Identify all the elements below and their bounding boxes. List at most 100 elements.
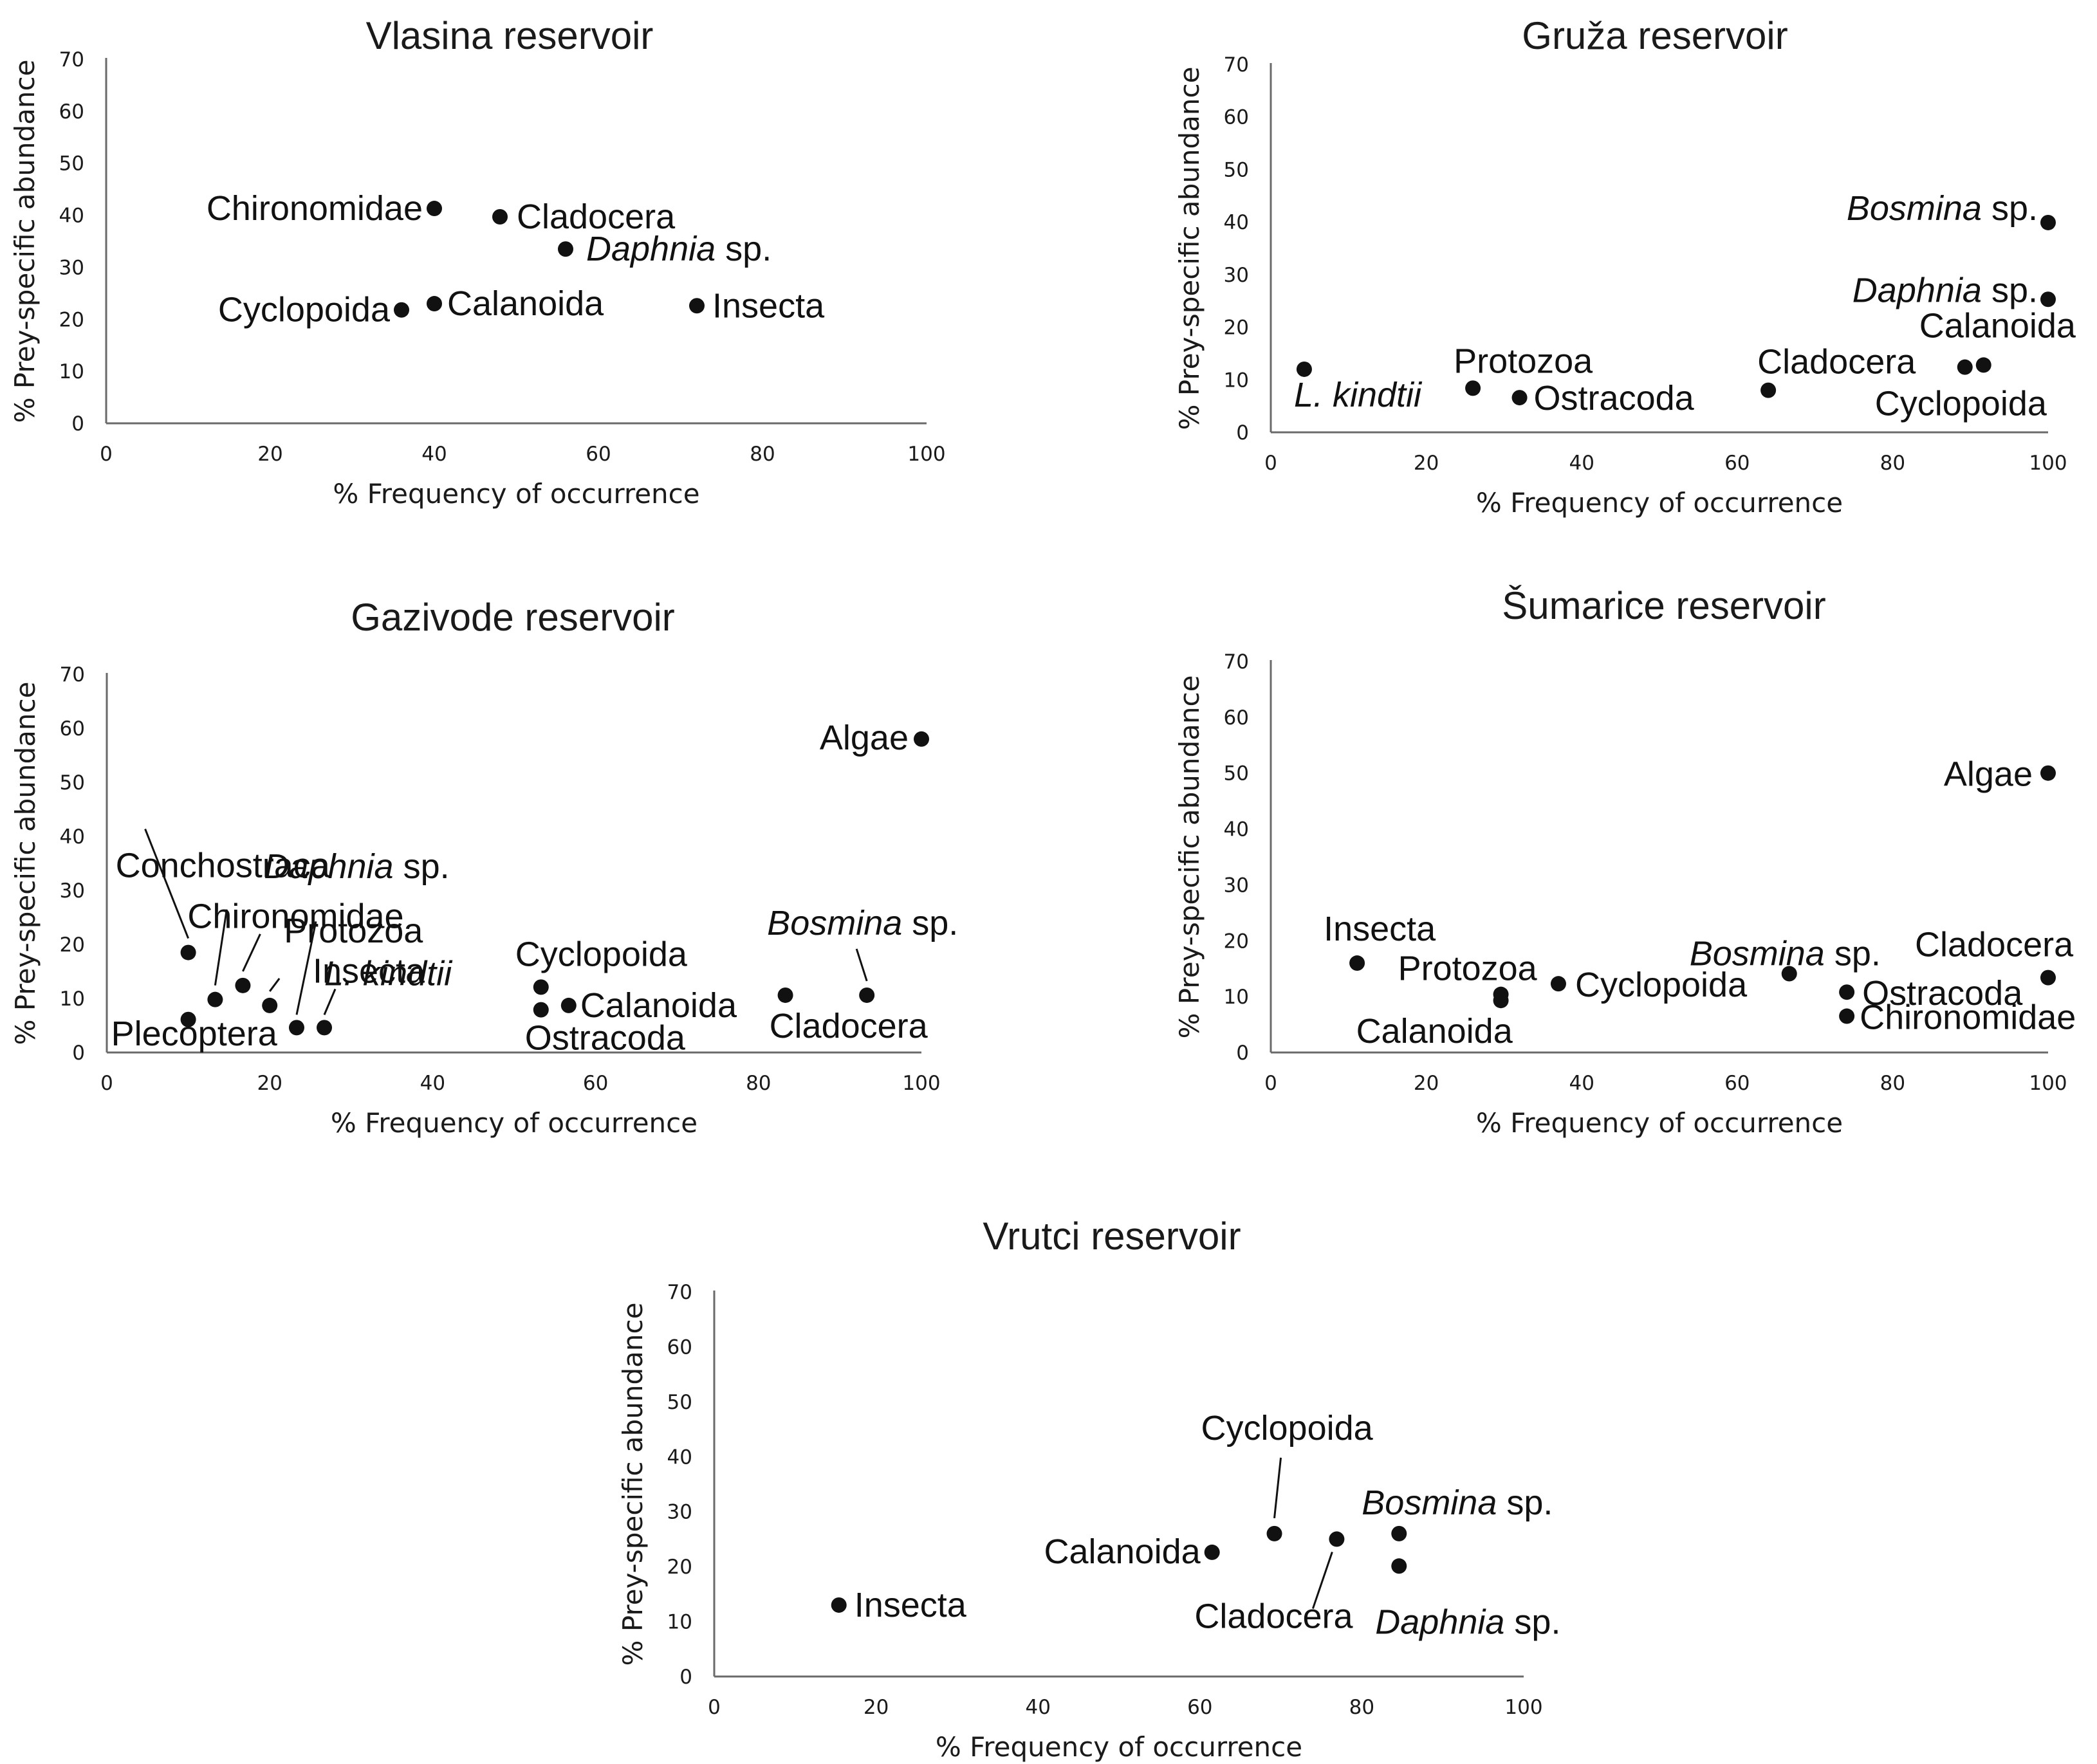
x-tick-label: 20 xyxy=(1414,1072,1439,1095)
data-point-calanoida xyxy=(427,296,442,312)
y-tick-label: 70 xyxy=(1224,650,1249,674)
x-axis-title: % Frequency of occurrence xyxy=(331,1107,697,1139)
point-label-calanoida: Calanoida xyxy=(447,284,604,323)
x-tick-label: 0 xyxy=(708,1696,721,1719)
y-tick-label: 60 xyxy=(60,717,85,740)
data-point-insecta xyxy=(288,1020,304,1036)
data-point-protozoa xyxy=(262,997,278,1013)
point-label-text: Calanoida xyxy=(1044,1532,1201,1571)
data-point-cyclopoida xyxy=(394,302,409,318)
data-point-daphnia-sp xyxy=(235,977,251,993)
point-label-text: Protozoa xyxy=(1454,342,1593,380)
y-tick-label: 20 xyxy=(1224,930,1249,953)
x-tick-label: 80 xyxy=(746,1072,771,1095)
y-tick-label: 10 xyxy=(59,360,84,383)
x-tick-label: 40 xyxy=(1025,1696,1050,1719)
point-label-text: Ostracoda xyxy=(1862,974,2023,1013)
point-label-text: sp. xyxy=(1982,189,2038,228)
point-label-text: Chironomidae xyxy=(207,189,423,228)
point-label-cladocera: Cladocera xyxy=(1915,926,2074,964)
point-label-cyclopoida: Cyclopoida xyxy=(515,935,688,973)
leader-line-insecta xyxy=(295,921,317,1015)
data-point-cladocera xyxy=(492,208,508,225)
y-tick-label: 40 xyxy=(60,825,85,849)
data-point-l-kindtii xyxy=(317,1020,333,1036)
point-label-text: Insecta xyxy=(712,286,825,325)
data-point-insecta xyxy=(831,1597,847,1613)
y-tick-label: 50 xyxy=(1224,158,1249,181)
data-point-chironomidae xyxy=(427,201,442,217)
y-tick-label: 60 xyxy=(1224,106,1249,129)
point-label-text: Ostracoda xyxy=(1534,379,1695,418)
chart-panel-vlasina: Vlasina reservoir 0 20 40 60 80 100 0 10 20 30 40 50… xyxy=(9,14,946,510)
y-tick-label: 60 xyxy=(1224,706,1249,730)
point-label-text: sp. xyxy=(1825,935,1881,973)
data-point-daphnia-sp xyxy=(558,241,573,257)
x-tick-label: 100 xyxy=(1504,1696,1542,1719)
point-label-text: Algae xyxy=(1944,755,2033,794)
x-tick-label: 60 xyxy=(1187,1696,1212,1719)
x-tick-label: 60 xyxy=(583,1072,608,1095)
chart-panel-gazivode: Gazivode reservoir 0 20 40 60 80 100 0 10 20 30 40 5… xyxy=(10,596,958,1139)
point-label-text: Cladocera xyxy=(1194,1597,1353,1635)
y-axis-title: % Prey-specific abundance xyxy=(617,1303,649,1666)
point-label-plecoptera: Plecoptera xyxy=(111,1015,278,1053)
data-point-calanoida xyxy=(1493,993,1509,1009)
leader-line-cladocera xyxy=(1311,1551,1333,1609)
point-label-text: Cyclopoida xyxy=(1201,1409,1374,1447)
data-point-cladocera xyxy=(1760,382,1777,398)
y-tick-label: 0 xyxy=(1236,421,1249,445)
data-point-bosmina-sp xyxy=(2040,214,2056,230)
data-point-algae xyxy=(914,731,929,747)
point-label-text: Cladocera xyxy=(770,1007,928,1045)
y-axis-title: % Prey-specific abundance xyxy=(1174,675,1205,1039)
data-point-cyclopoida xyxy=(1266,1525,1282,1541)
data-point-daphnia-sp xyxy=(2040,291,2056,308)
point-label-text: Cyclopoida xyxy=(1875,385,2047,423)
point-label-ostracoda: Ostracoda xyxy=(1862,974,2023,1013)
data-point-bosmina-sp xyxy=(859,987,875,1003)
leader-line-protozoa xyxy=(269,978,281,992)
data-point-ostracoda xyxy=(1839,984,1855,1000)
point-label-text: Cladocera xyxy=(517,198,676,236)
x-axis-title: % Frequency of occurrence xyxy=(1476,487,1843,519)
data-point-chironomidae xyxy=(207,991,223,1007)
y-tick-label: 50 xyxy=(1224,762,1249,786)
point-label-italic: Bosmina xyxy=(1690,935,1825,973)
point-label-protozoa: Protozoa xyxy=(1454,342,1593,380)
point-label-bosmina-sp: Bosmina sp. xyxy=(767,904,958,942)
point-label-cyclopoida: Cyclopoida xyxy=(218,291,391,329)
point-label-italic: Bosmina xyxy=(1362,1484,1497,1522)
point-label-text: Protozoa xyxy=(284,912,423,950)
y-tick-label: 70 xyxy=(59,48,84,71)
x-tick-label: 0 xyxy=(1264,1072,1277,1095)
x-tick-label: 20 xyxy=(257,443,282,466)
point-label-cladocera: Cladocera xyxy=(770,1007,928,1045)
point-label-daphnia-sp: Daphnia sp. xyxy=(264,847,449,886)
point-label-text: Insecta xyxy=(855,1586,967,1624)
x-tick-label: 60 xyxy=(1724,1072,1750,1095)
point-label-text: sp. xyxy=(1982,271,2038,309)
point-label-cyclopoida: Cyclopoida xyxy=(1575,966,1748,1004)
point-label-bosmina-sp: Bosmina sp. xyxy=(1847,189,2038,228)
point-label-text: Cladocera xyxy=(1915,926,2074,964)
point-label-italic: Bosmina xyxy=(767,904,902,942)
point-label-ostracoda: Ostracoda xyxy=(1534,379,1695,418)
point-label-text: Calanoida xyxy=(1919,306,2076,345)
y-tick-label: 10 xyxy=(1224,369,1249,392)
x-axis-title: % Frequency of occurrence xyxy=(936,1731,1302,1763)
y-tick-label: 40 xyxy=(1224,818,1249,841)
y-tick-label: 0 xyxy=(1236,1042,1249,1065)
point-label-text: Plecoptera xyxy=(111,1015,278,1053)
data-point-protozoa xyxy=(1465,380,1481,396)
y-tick-label: 20 xyxy=(667,1556,692,1579)
x-tick-label: 0 xyxy=(1264,452,1277,475)
point-label-italic: L. kindtii xyxy=(1294,376,1423,414)
point-label-cladocera: Cladocera xyxy=(517,198,676,236)
y-tick-label: 0 xyxy=(679,1666,692,1689)
point-label-text: Calanoida xyxy=(447,284,604,323)
point-label-italic: Daphnia xyxy=(1375,1603,1504,1641)
data-point-algae xyxy=(2040,765,2056,781)
y-axis-title: % Prey-specific abundance xyxy=(10,682,41,1045)
point-label-text: sp. xyxy=(902,904,958,942)
